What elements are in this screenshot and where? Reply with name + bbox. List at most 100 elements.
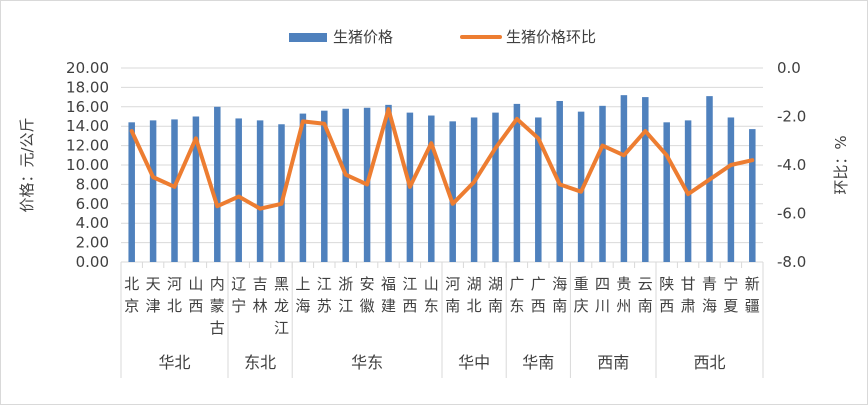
category-label: 甘: [681, 275, 696, 293]
category-label: 山: [424, 275, 439, 293]
bar: [385, 104, 392, 262]
category-label: 江: [338, 297, 353, 315]
bar: [749, 129, 756, 262]
category-label: 辽: [231, 275, 246, 293]
category-label: 南: [488, 297, 503, 315]
category-label: 宁: [231, 297, 246, 315]
category-label: 徽: [360, 297, 375, 315]
category-label: 山: [188, 275, 203, 293]
y2-tick-label: -6.0: [777, 205, 806, 223]
category-label: 新: [745, 275, 760, 293]
category-label: 北: [124, 275, 139, 293]
bar-layer: [128, 95, 756, 263]
category-label: 川: [595, 297, 610, 315]
category-label: 广: [509, 275, 524, 293]
category-label: 西: [531, 297, 546, 315]
category-label: 福: [381, 275, 396, 293]
group-label: 华中: [458, 353, 490, 372]
category-label: 青: [702, 275, 717, 293]
y-tick-label: 0.00: [76, 253, 109, 271]
legend-swatch-bar: [289, 33, 327, 42]
series-line: [129, 107, 755, 211]
bar: [513, 103, 521, 262]
category-label: 黑: [274, 275, 289, 293]
category-label: 四: [595, 275, 610, 293]
category-label: 云: [638, 275, 653, 293]
y2-tick-label: -4.0: [777, 156, 806, 174]
category-label: 浙: [338, 275, 353, 293]
y2-tick-label: -2.0: [777, 108, 806, 126]
category-label: 疆: [745, 297, 760, 315]
category-label: 吉: [253, 275, 268, 293]
y-tick-label: 16.00: [66, 98, 109, 116]
group-label: 华北: [158, 353, 190, 372]
category-label: 林: [253, 297, 268, 315]
bar: [321, 110, 328, 263]
category-label: 广: [531, 275, 546, 293]
y-tick-label: 18.00: [66, 78, 109, 96]
legend-label: 生猪价格环比: [506, 28, 596, 46]
category-label: 海: [295, 297, 310, 315]
category-label: 南: [552, 297, 567, 315]
y-tick-label: 8.00: [76, 175, 109, 193]
category-label: 东: [424, 297, 439, 315]
y-tick-label: 20.00: [66, 59, 109, 77]
bar: [470, 117, 478, 262]
category-label: 古: [210, 319, 225, 337]
category-label: 重: [574, 275, 589, 293]
category-label: 龙: [274, 297, 289, 315]
category-label: 江: [274, 319, 289, 337]
bar: [642, 97, 649, 262]
category-label: 西: [659, 297, 674, 315]
bar: [235, 118, 242, 262]
bar: [278, 124, 285, 262]
group-label: 西北: [693, 353, 725, 372]
category-label: 内: [210, 275, 225, 293]
bar: [342, 108, 349, 263]
category-label: 陕: [659, 275, 674, 293]
bar: [492, 112, 499, 263]
bar: [449, 121, 456, 262]
category-label: 夏: [723, 297, 738, 315]
y-tick-label: 12.00: [66, 137, 109, 155]
category-label: 贵: [616, 275, 631, 293]
y-tick-label: 2.00: [76, 234, 109, 252]
category-label: 江: [317, 275, 332, 293]
y-tick-label: 4.00: [76, 214, 109, 232]
bar: [128, 122, 135, 262]
y-tick-label: 10.00: [66, 156, 109, 174]
category-label: 西: [188, 297, 203, 315]
y2-axis-title: 环比：%: [832, 135, 850, 194]
y-tick-label: 14.00: [66, 117, 109, 135]
bar: [727, 117, 735, 262]
y-axis-title: 价格：元/公斤: [18, 117, 36, 212]
category-label: 天: [146, 275, 161, 293]
category-label: 湖: [488, 275, 503, 293]
category-label: 西: [402, 297, 417, 315]
category-label: 津: [146, 297, 161, 315]
category-label: 北: [467, 297, 482, 315]
bar: [620, 95, 628, 262]
category-label: 南: [445, 297, 460, 315]
category-label: 州: [616, 297, 631, 315]
bar: [663, 122, 670, 262]
category-label: 蒙: [210, 297, 225, 315]
category-label: 东: [509, 297, 524, 315]
group-label: 西南: [597, 353, 629, 372]
category-label: 京: [124, 297, 139, 315]
category-label: 宁: [723, 275, 738, 293]
legend-label: 生猪价格: [333, 28, 393, 46]
group-label: 东北: [244, 353, 276, 372]
bar: [171, 119, 178, 262]
category-label: 江: [402, 275, 417, 293]
category-label: 安: [360, 275, 375, 293]
category-label: 北: [167, 297, 182, 315]
bar: [428, 115, 435, 262]
category-label: 庆: [574, 297, 589, 315]
category-label: 南: [638, 297, 653, 315]
bar: [214, 106, 221, 262]
bar: [577, 111, 585, 263]
